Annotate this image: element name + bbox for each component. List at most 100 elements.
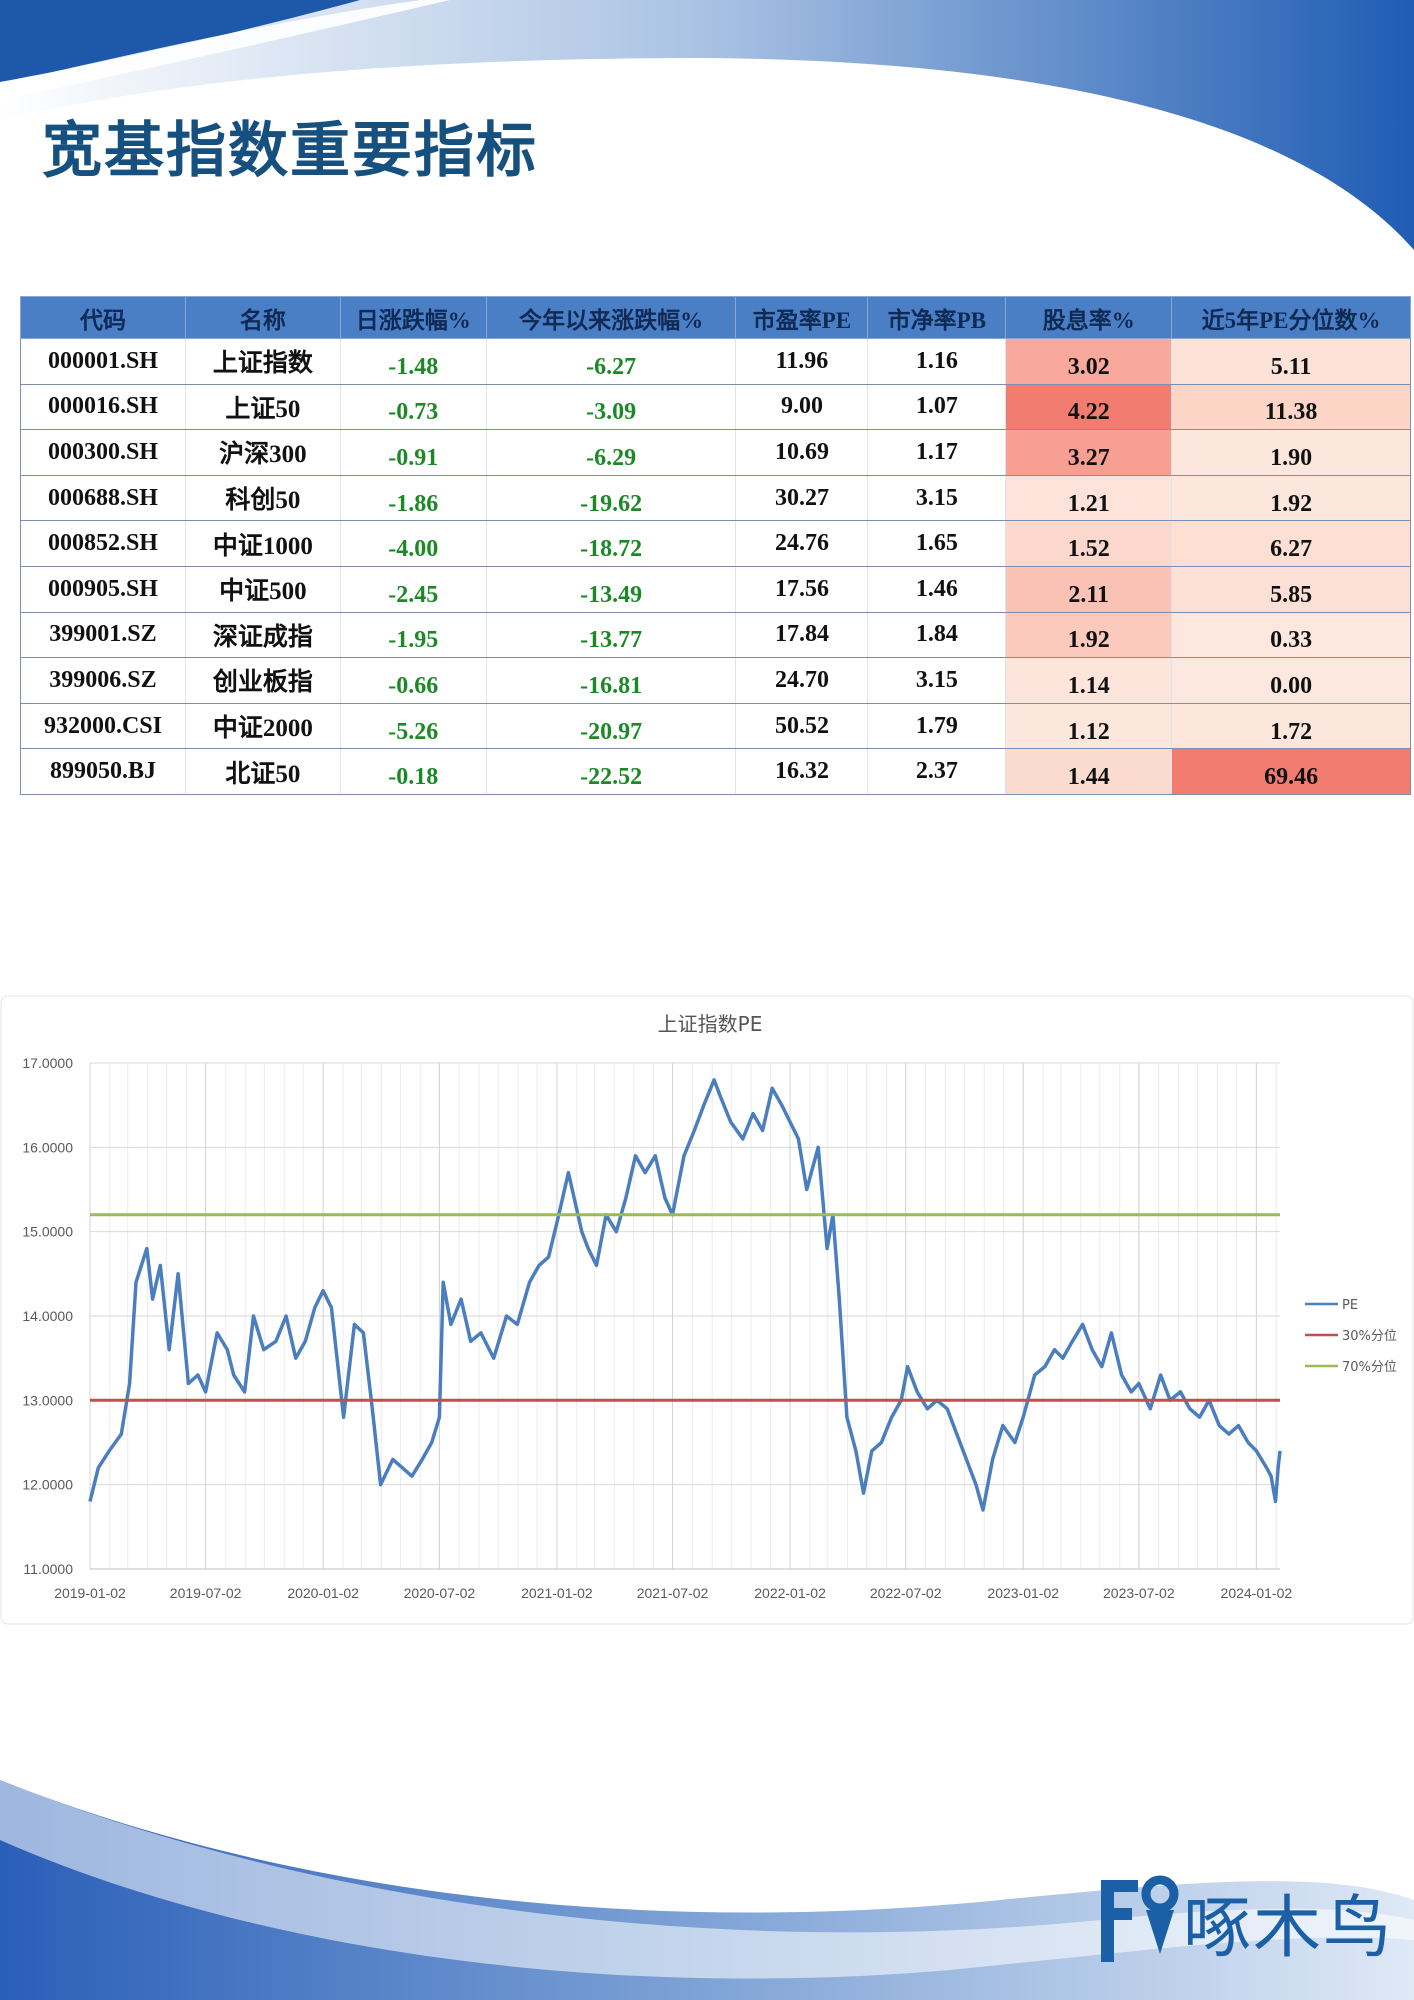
cell-name: 沪深300 [184, 429, 341, 476]
cell-name: 创业板指 [184, 657, 341, 704]
cell-pb: 2.37 [867, 748, 1006, 795]
header-name: 名称 [184, 296, 341, 339]
cell-code: 000905.SH [20, 566, 186, 613]
cell-day-change: -0.66 [339, 657, 487, 704]
cell-pe-percentile: 5.11 [1171, 338, 1411, 385]
y-tick-label: 12.0000 [22, 1477, 73, 1493]
y-tick-label: 17.0000 [22, 1055, 73, 1071]
cell-day-change: -0.73 [339, 384, 487, 431]
header-pe-percentile: 近5年PE分位数% [1171, 296, 1411, 339]
cell-day-change: -5.26 [339, 703, 487, 750]
cell-pe: 11.96 [735, 338, 868, 385]
cell-pe-percentile: 11.38 [1171, 384, 1411, 431]
cell-pe-percentile: 6.27 [1171, 520, 1411, 567]
cell-dividend-yield: 1.44 [1005, 748, 1172, 795]
chart-title: 上证指数PE [658, 1012, 763, 1036]
table-header-row: 代码 名称 日涨跌幅% 今年以来涨跌幅% 市盈率PE 市净率PB 股息率% 近5… [20, 296, 1411, 339]
cell-pe-percentile: 0.33 [1171, 612, 1411, 659]
x-tick-label: 2020-01-02 [287, 1585, 359, 1601]
x-tick-label: 2019-01-02 [54, 1585, 126, 1601]
cell-ytd-change: -3.09 [485, 384, 736, 431]
header-code: 代码 [20, 296, 186, 339]
cell-day-change: -2.45 [339, 566, 487, 613]
cell-pb: 1.79 [867, 703, 1006, 750]
cell-dividend-yield: 1.92 [1005, 612, 1172, 659]
cell-dividend-yield: 1.14 [1005, 657, 1172, 704]
y-tick-label: 11.0000 [23, 1561, 73, 1577]
cell-ytd-change: -6.27 [485, 338, 736, 385]
cell-ytd-change: -13.77 [485, 612, 736, 659]
cell-ytd-change: -6.29 [485, 429, 736, 476]
cell-day-change: -1.86 [339, 475, 487, 522]
cell-code: 000688.SH [20, 475, 186, 522]
x-tick-label: 2021-01-02 [521, 1585, 593, 1601]
x-tick-label: 2022-07-02 [870, 1585, 942, 1601]
y-tick-label: 14.0000 [22, 1308, 73, 1324]
header-pb: 市净率PB [867, 296, 1007, 339]
cell-dividend-yield: 3.02 [1005, 338, 1172, 385]
cell-name: 中证2000 [184, 703, 341, 750]
cell-name: 上证50 [184, 384, 341, 431]
legend-label: 70%分位 [1342, 1360, 1397, 1375]
table-row: 000905.SH 中证500 -2.45 -13.49 17.56 1.46 2.11 5.… [20, 566, 1411, 613]
y-tick-label: 13.0000 [22, 1392, 73, 1408]
x-tick-label: 2021-07-02 [637, 1585, 709, 1601]
cell-code: 932000.CSI [20, 703, 186, 750]
legend-label: 30%分位 [1342, 1329, 1397, 1344]
cell-pb: 3.15 [867, 657, 1006, 704]
legend-label: PE [1342, 1298, 1358, 1313]
header-dividend-yield: 股息率% [1005, 296, 1173, 339]
cell-name: 上证指数 [184, 338, 341, 385]
brand-name: 啄木鸟 [1183, 1889, 1394, 1968]
cell-ytd-change: -18.72 [485, 520, 736, 567]
cell-dividend-yield: 4.22 [1005, 384, 1172, 431]
cell-code: 000300.SH [20, 429, 186, 476]
chart-frame [0, 995, 1414, 1625]
x-tick-label: 2023-07-02 [1103, 1585, 1175, 1601]
cell-pe: 24.76 [735, 520, 868, 567]
cell-pb: 1.84 [867, 612, 1006, 659]
cell-day-change: -4.00 [339, 520, 487, 567]
pe-chart-svg: 上证指数PE 11.0000 12.0000 13.0000 14.0000 15.000… [0, 995, 1414, 1625]
table-row: 399006.SZ 创业板指 -0.66 -16.81 24.70 3.15 1.14 0.0… [20, 657, 1411, 704]
table-row: 399001.SZ 深证成指 -1.95 -13.77 17.84 1.84 1.92 0.3… [20, 612, 1411, 659]
table-row: 000001.SH 上证指数 -1.48 -6.27 11.96 1.16 3.02 5.11 [20, 338, 1411, 385]
cell-pb: 1.07 [867, 384, 1006, 431]
cell-day-change: -0.91 [339, 429, 487, 476]
cell-ytd-change: -22.52 [485, 748, 736, 795]
cell-ytd-change: -13.49 [485, 566, 736, 613]
cell-dividend-yield: 1.21 [1005, 475, 1172, 522]
woodpecker-icon [1101, 1875, 1179, 1962]
cell-code: 899050.BJ [20, 748, 186, 795]
cell-dividend-yield: 3.27 [1005, 429, 1172, 476]
table-row: 000852.SH 中证1000 -4.00 -18.72 24.76 1.65 1.52 6… [20, 520, 1411, 567]
table-row: 899050.BJ 北证50 -0.18 -22.52 16.32 2.37 1.44 69.… [20, 748, 1411, 795]
cell-name: 中证500 [184, 566, 341, 613]
cell-day-change: -1.48 [339, 338, 487, 385]
cell-code: 399001.SZ [20, 612, 186, 659]
cell-name: 中证1000 [184, 520, 341, 567]
cell-dividend-yield: 1.12 [1005, 703, 1172, 750]
table-row: 000688.SH 科创50 -1.86 -19.62 30.27 3.15 1.21 1.9… [20, 475, 1411, 522]
cell-code: 000852.SH [20, 520, 186, 567]
pe-chart: 上证指数PE 11.0000 12.0000 13.0000 14.0000 15.000… [0, 995, 1414, 1625]
cell-pb: 1.46 [867, 566, 1006, 613]
cell-pe: 10.69 [735, 429, 868, 476]
page-title: 宽基指数重要指标 [42, 116, 538, 186]
cell-pe-percentile: 69.46 [1171, 748, 1411, 795]
cell-name: 北证50 [184, 748, 341, 795]
cell-code: 000001.SH [20, 338, 186, 385]
x-tick-label: 2023-01-02 [987, 1585, 1059, 1601]
cell-pe-percentile: 1.92 [1171, 475, 1411, 522]
cell-pe: 16.32 [735, 748, 868, 795]
cell-name: 深证成指 [184, 612, 341, 659]
cell-pe: 30.27 [735, 475, 868, 522]
y-tick-label: 16.0000 [22, 1139, 73, 1155]
cell-pe: 24.70 [735, 657, 868, 704]
cell-dividend-yield: 1.52 [1005, 520, 1172, 567]
cell-pb: 1.65 [867, 520, 1006, 567]
header-pe: 市盈率PE [735, 296, 869, 339]
cell-name: 科创50 [184, 475, 341, 522]
cell-dividend-yield: 2.11 [1005, 566, 1172, 613]
cell-pe-percentile: 0.00 [1171, 657, 1411, 704]
